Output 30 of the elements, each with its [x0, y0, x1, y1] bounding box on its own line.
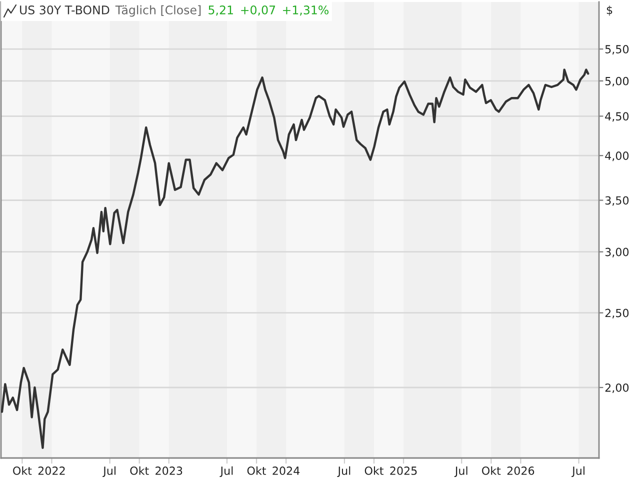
y-tick-label: 3,00: [605, 248, 629, 258]
x-tick-label: Okt: [482, 466, 501, 475]
y-tick-label: 5,50: [605, 45, 629, 55]
x-tick-label: 2022: [38, 466, 65, 475]
y-tick-label: 5,00: [605, 76, 629, 86]
annotation: +1,31%: [283, 5, 328, 16]
x-tick-label: Jul: [572, 466, 584, 477]
annotation: +0,07: [241, 5, 276, 16]
x-tick-label: Jul: [220, 466, 233, 477]
x-tick-label: 2024: [272, 466, 300, 475]
x-tick-label: Okt: [364, 466, 384, 475]
annotation: 5,21: [208, 5, 233, 16]
y-tick-label: 4,00: [605, 152, 629, 162]
x-tick-label: Okt: [247, 466, 266, 475]
y-tick-label: 2,50: [605, 308, 629, 318]
x-tick-label: Jul: [337, 466, 350, 477]
x-tick-label: 2023: [156, 466, 182, 475]
x-tick-label: Jul: [102, 466, 116, 477]
chart-title: US 30Y T-BOND: [20, 5, 110, 14]
x-tick-label: Okt: [130, 466, 149, 475]
y-axis-title: $: [606, 6, 612, 16]
chart-subtitle: Täglich [Close]: [115, 5, 201, 17]
x-tick-label: Jul: [454, 466, 468, 477]
y-tick-label: 3,50: [605, 196, 629, 206]
x-tick-label: Okt: [13, 466, 32, 475]
x-tick-label: 2026: [507, 466, 534, 475]
y-tick-label: 4,50: [605, 112, 629, 122]
line-series: [1, 68, 590, 449]
y-tick-label: 2,00: [605, 383, 629, 394]
x-tick-label: 2025: [390, 466, 417, 475]
